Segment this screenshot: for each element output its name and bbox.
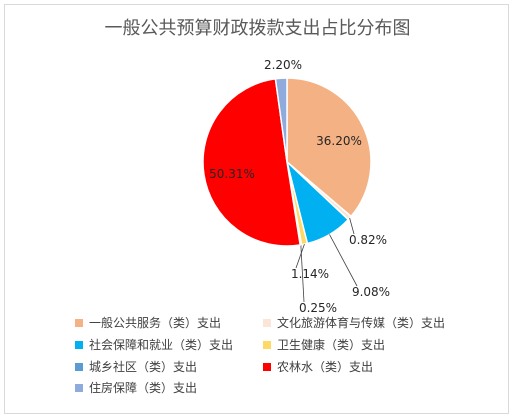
legend-item: 一般公共服务（类）支出 [75,316,221,330]
data-label: 9.08% [352,285,390,299]
legend-item: 城乡社区（类）支出 [75,360,197,374]
data-label: 50.31% [209,167,255,181]
legend-label: 农林水（类）支出 [277,360,374,374]
legend-label: 社会保障和就业（类）支出 [89,338,234,352]
leader-line [349,217,355,235]
pie-slice [286,77,372,218]
legend-item: 住房保障（类）支出 [75,381,197,395]
data-label: 0.82% [349,233,387,247]
legend-item: 文化旅游体育与传媒（类）支出 [263,316,445,330]
data-label: 0.25% [299,301,337,315]
legend-label: 文化旅游体育与传媒（类）支出 [277,316,446,330]
chart-title: 一般公共预算财政拨款支出占比分布图 [104,18,411,39]
legend-label: 住房保障（类）支出 [89,381,198,395]
data-label: 2.20% [264,58,302,72]
leader-line [300,244,305,303]
data-label: 36.20% [316,134,362,148]
legend-label: 一般公共服务（类）支出 [89,316,222,330]
legend-item: 社会保障和就业（类）支出 [75,338,233,352]
legend-item: 农林水（类）支出 [263,360,373,374]
pie-slice [202,77,302,247]
legend-swatch [263,362,271,371]
legend-swatch [75,362,83,371]
leader-line [295,244,305,269]
legend-label: 卫生健康（类）支出 [277,338,386,352]
leader-line [329,234,358,287]
legend-swatch [263,340,271,349]
legend-label: 城乡社区（类）支出 [89,360,198,374]
legend-item: 卫生健康（类）支出 [263,338,385,352]
legend-swatch [75,340,83,349]
legend-swatch [263,318,271,327]
data-label: 1.14% [291,267,329,281]
legend-swatch [75,318,83,327]
legend-swatch [75,383,83,392]
pie-slice [274,77,288,163]
